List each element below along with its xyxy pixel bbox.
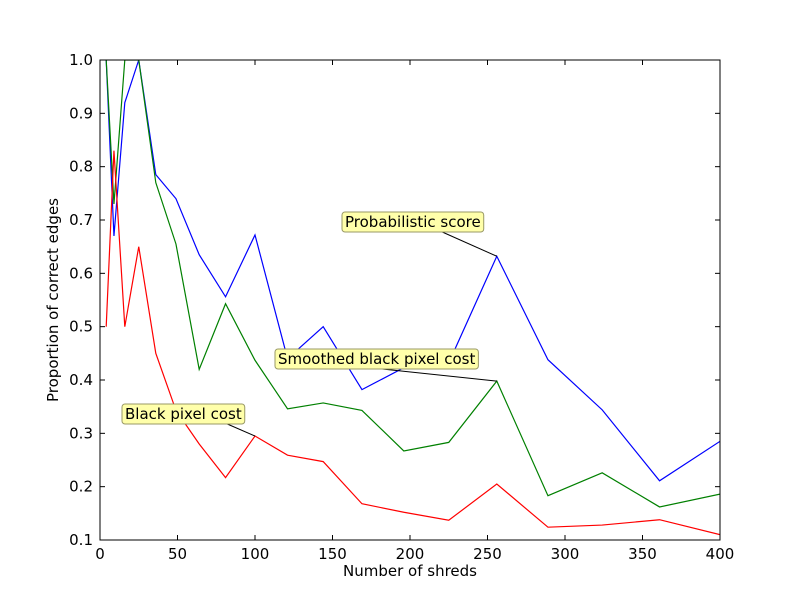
x-tick-label: 0: [95, 545, 105, 563]
annotation-box: [121, 403, 246, 425]
x-tick-label: 100: [241, 545, 270, 563]
y-axis-label: Proportion of correct edges: [44, 198, 62, 402]
annotation: Smoothed black pixel cost: [274, 348, 497, 382]
annotation: Black pixel cost: [121, 403, 256, 437]
annotation-pointer: [224, 422, 256, 437]
y-tick-label: 0.4: [69, 371, 93, 389]
x-tick-label: 200: [396, 545, 425, 563]
annotation-label: Probabilistic score: [345, 213, 481, 231]
plot-area: [100, 60, 720, 540]
annotation-box: [274, 348, 479, 370]
x-axis-label: Number of shreds: [343, 562, 477, 580]
series-line-black-pixel-cost: [105, 150, 720, 536]
y-tick-label: 0.7: [69, 211, 93, 229]
x-tick-label: 400: [706, 545, 735, 563]
x-tick-label: 250: [473, 545, 502, 563]
y-tick-label: 0.1: [69, 531, 93, 549]
annotation-label: Black pixel cost: [125, 405, 242, 423]
annotation: Probabilistic score: [341, 211, 498, 257]
y-tick-label: 0.2: [69, 478, 93, 496]
tick-layer: 0 50 100 150 200 250 300 350 400 0.1 0.2 0.3 0.4 0.5 0…: [69, 51, 734, 563]
y-tick-label: 0.5: [69, 318, 93, 336]
x-tick-label: 150: [318, 545, 347, 563]
x-tick-label: 300: [551, 545, 580, 563]
y-tick-label: 1.0: [69, 51, 93, 69]
y-tick-label: 0.9: [69, 104, 93, 122]
x-tick-label: 50: [168, 545, 187, 563]
annotation-pointer: [372, 367, 497, 382]
y-tick-label: 0.6: [69, 264, 93, 282]
y-tick-label: 0.3: [69, 424, 93, 442]
annotation-layer: Probabilistic score Smoothed black pixel …: [121, 211, 498, 437]
annotation-pointer: [439, 230, 498, 257]
annotation-box: [341, 211, 485, 233]
y-tick-label: 0.8: [69, 158, 93, 176]
x-tick-label: 350: [628, 545, 657, 563]
annotation-label: Smoothed black pixel cost: [278, 350, 475, 368]
series-line-smoothed-black-pixel-cost: [105, 60, 720, 508]
